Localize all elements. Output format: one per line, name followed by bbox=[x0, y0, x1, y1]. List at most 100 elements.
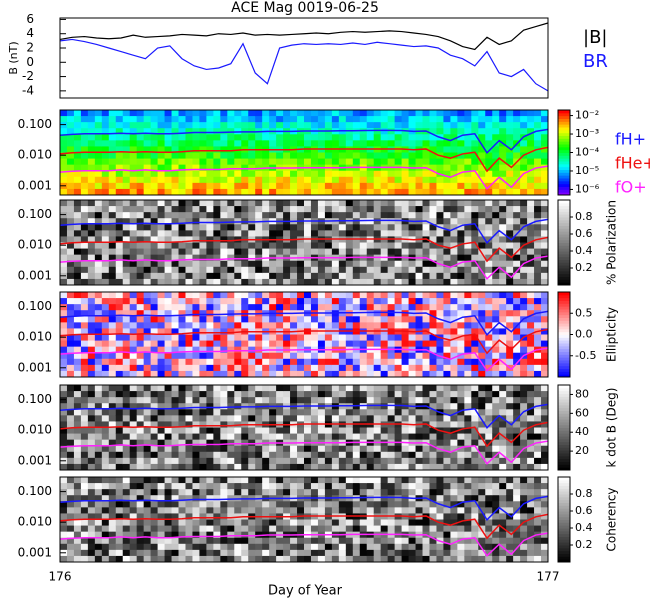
spectrogram-cell bbox=[436, 128, 443, 135]
spectrogram-cell bbox=[199, 483, 206, 490]
spectrogram-cell bbox=[130, 458, 137, 465]
spectrogram-cell bbox=[192, 458, 199, 465]
spectrogram-cell bbox=[255, 452, 262, 459]
spectrogram-cell bbox=[499, 128, 506, 135]
spectrogram-cell bbox=[130, 159, 137, 166]
colorbar-label: Ellipticity bbox=[605, 307, 619, 362]
spectrogram-cell bbox=[123, 526, 130, 533]
spectrogram-cell bbox=[534, 452, 541, 459]
spectrogram-cell bbox=[151, 200, 158, 207]
spectrogram-cell bbox=[374, 365, 381, 372]
colorbar-tick-label: 10⁻⁶ bbox=[575, 182, 600, 195]
spectrogram-cell bbox=[339, 341, 346, 348]
spectrogram-cell bbox=[102, 116, 109, 123]
spectrogram-cell bbox=[262, 353, 269, 360]
spectrogram-cell bbox=[255, 434, 262, 441]
spectrogram-cell bbox=[374, 520, 381, 527]
spectrogram-cell bbox=[269, 520, 276, 527]
spectrogram-cell bbox=[492, 128, 499, 135]
spectrogram-cell bbox=[360, 403, 367, 410]
spectrogram-cell bbox=[436, 341, 443, 348]
spectrogram-cell bbox=[450, 140, 457, 147]
spectrogram-cell bbox=[74, 526, 81, 533]
spectrogram-cell bbox=[206, 159, 213, 166]
spectrogram-cell bbox=[151, 335, 158, 342]
spectrogram-cell bbox=[402, 267, 409, 274]
spectrogram-cell bbox=[367, 212, 374, 219]
spectrogram-cell bbox=[88, 452, 95, 459]
spectrogram-cell bbox=[234, 477, 241, 484]
spectrogram-cell bbox=[95, 446, 102, 453]
spectrogram-cell bbox=[388, 544, 395, 551]
spectrogram-cell bbox=[388, 428, 395, 435]
spectrogram-cell bbox=[199, 495, 206, 502]
spectrogram-cell bbox=[304, 501, 311, 508]
spectrogram-cell bbox=[81, 415, 88, 422]
spectrogram-cell bbox=[137, 550, 144, 557]
spectrogram-cell bbox=[339, 298, 346, 305]
spectrogram-cell bbox=[339, 353, 346, 360]
spectrogram-cell bbox=[137, 428, 144, 435]
spectrogram-cell bbox=[199, 273, 206, 280]
spectrogram-cell bbox=[388, 391, 395, 398]
spectrogram-cell bbox=[227, 110, 234, 117]
spectrogram-cell bbox=[409, 550, 416, 557]
colorbar-tick-label: 20 bbox=[575, 444, 589, 457]
spectrogram-cell bbox=[353, 483, 360, 490]
spectrogram-cell bbox=[165, 261, 172, 268]
spectrogram-cell bbox=[395, 224, 402, 231]
spectrogram-cell bbox=[67, 415, 74, 422]
spectrogram-cell bbox=[269, 452, 276, 459]
spectrogram-cell bbox=[534, 183, 541, 190]
spectrogram-cell bbox=[395, 183, 402, 190]
spectrogram-cell bbox=[130, 298, 137, 305]
spectrogram-cell bbox=[388, 507, 395, 514]
spectrogram-cell bbox=[339, 409, 346, 416]
spectrogram-cell bbox=[220, 458, 227, 465]
spectrogram-cell bbox=[158, 316, 165, 323]
spectrogram-cell bbox=[471, 273, 478, 280]
spectrogram-cell bbox=[234, 159, 241, 166]
spectrogram-cell bbox=[499, 212, 506, 219]
spectrogram-cell bbox=[165, 428, 172, 435]
spectrogram-cell bbox=[346, 428, 353, 435]
spectrogram-cell bbox=[360, 520, 367, 527]
spectrogram-cell bbox=[429, 397, 436, 404]
spectrogram-cell bbox=[88, 538, 95, 545]
spectrogram-cell bbox=[429, 359, 436, 366]
spectrogram-cell bbox=[325, 267, 332, 274]
spectrogram-cell bbox=[199, 446, 206, 453]
spectrogram-cell bbox=[283, 341, 290, 348]
spectrogram-cell bbox=[520, 310, 527, 317]
spectrogram-cell bbox=[450, 230, 457, 237]
spectrogram-cell bbox=[416, 110, 423, 117]
spectrogram-cell bbox=[88, 140, 95, 147]
spectrogram-cell bbox=[436, 249, 443, 256]
spectrogram-cell bbox=[367, 159, 374, 166]
spectrogram-cell bbox=[318, 206, 325, 213]
spectrogram-cell bbox=[478, 397, 485, 404]
spectrogram-cell bbox=[123, 316, 130, 323]
spectrogram-cell bbox=[506, 316, 513, 323]
spectrogram-cell bbox=[388, 298, 395, 305]
spectrogram-cell bbox=[388, 550, 395, 557]
spectrogram-cell bbox=[367, 128, 374, 135]
spectrogram-cell bbox=[234, 409, 241, 416]
spectrogram-cell bbox=[67, 365, 74, 372]
spectrogram-cell bbox=[416, 434, 423, 441]
spectrogram-cell bbox=[450, 507, 457, 514]
spectrogram-cell bbox=[165, 391, 172, 398]
spectrogram-cell bbox=[311, 428, 318, 435]
spectrogram-cell bbox=[165, 298, 172, 305]
spectrogram-cell bbox=[367, 110, 374, 117]
spectrogram-cell bbox=[74, 335, 81, 342]
spectrogram-cell bbox=[471, 322, 478, 329]
spectrogram-cell bbox=[199, 452, 206, 459]
spectrogram-cell bbox=[346, 212, 353, 219]
spectrogram-cell bbox=[67, 544, 74, 551]
spectrogram-cell bbox=[332, 526, 339, 533]
spectrogram-cell bbox=[262, 359, 269, 366]
spectrogram-cell bbox=[60, 341, 67, 348]
spectrogram-cell bbox=[74, 550, 81, 557]
spectrogram-cell bbox=[123, 322, 130, 329]
